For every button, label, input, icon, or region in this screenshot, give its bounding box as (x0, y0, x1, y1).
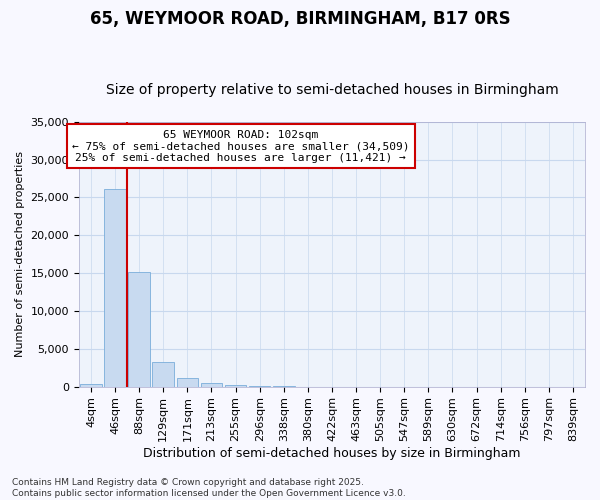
Bar (152, 362, 174, 386)
Text: 65, WEYMOOR ROAD, BIRMINGHAM, B17 0RS: 65, WEYMOOR ROAD, BIRMINGHAM, B17 0RS (89, 10, 511, 28)
Text: 65 WEYMOOR ROAD: 102sqm
← 75% of semi-detached houses are smaller (34,509)
25% o: 65 WEYMOOR ROAD: 102sqm ← 75% of semi-de… (72, 130, 410, 163)
Bar (176, 378, 198, 386)
Bar (128, 272, 150, 386)
Bar (80, 384, 102, 386)
Title: Size of property relative to semi-detached houses in Birmingham: Size of property relative to semi-detach… (106, 83, 559, 97)
X-axis label: Distribution of semi-detached houses by size in Birmingham: Distribution of semi-detached houses by … (143, 447, 521, 460)
Bar (200, 383, 222, 386)
Text: Contains HM Land Registry data © Crown copyright and database right 2025.
Contai: Contains HM Land Registry data © Crown c… (12, 478, 406, 498)
Bar (104, 189, 126, 386)
Y-axis label: Number of semi-detached properties: Number of semi-detached properties (15, 151, 25, 357)
Bar (225, 385, 247, 386)
